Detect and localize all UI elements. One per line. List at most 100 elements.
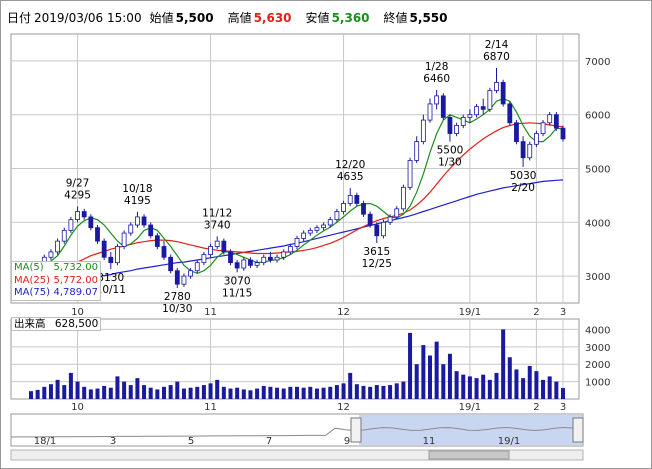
volume-bar [408, 332, 413, 399]
candle-body [201, 254, 207, 264]
low-label: 安値 [305, 11, 330, 25]
volume-ytick-label: 3000 [585, 343, 610, 354]
volume-bar [295, 386, 299, 399]
candle-body [487, 90, 493, 110]
candle-body [381, 221, 386, 237]
ma5-line [30, 97, 564, 275]
navigator-scrollbar-thumb[interactable] [428, 450, 510, 460]
volume-bar [467, 376, 472, 399]
volume-bar [308, 386, 313, 399]
candle-body [374, 224, 380, 237]
volume-xtick-label: 19/1 [459, 402, 481, 413]
annotation-value: 6460 [423, 73, 450, 85]
annotation-value: 3130 [97, 272, 124, 284]
candle-body [95, 227, 100, 242]
open-label: 始値 [149, 11, 174, 25]
candle-body [507, 103, 513, 124]
candle-body [480, 106, 486, 110]
volume-bar [275, 387, 280, 399]
annotation-date: 11/15 [222, 287, 252, 299]
candle-body [361, 203, 366, 215]
annotation-date: 10/30 [162, 303, 192, 315]
candle-body [553, 114, 559, 129]
volume-bar [168, 385, 173, 399]
candle-body [547, 114, 553, 124]
date-label: 日付 [7, 11, 32, 25]
volume-bar [374, 385, 379, 399]
price-xtick-label: 12 [337, 307, 350, 318]
candle-body [228, 251, 233, 264]
annotation-value: 2780 [164, 291, 191, 303]
price-xtick-label: 2 [533, 307, 539, 318]
volume-bar [142, 385, 147, 399]
candle-body [514, 122, 519, 142]
candle-body [367, 213, 373, 226]
volume-bar [268, 386, 273, 399]
price-ytick-label: 6000 [585, 111, 610, 122]
volume-bar [501, 329, 506, 399]
volume-bar [441, 364, 446, 399]
candle-body [75, 211, 80, 221]
candle-body [494, 82, 499, 91]
annotation-value: 3070 [224, 275, 251, 287]
volume-bar [35, 389, 40, 399]
candle-body [108, 256, 114, 264]
volume-bar [561, 388, 565, 399]
volume-bar [381, 385, 386, 399]
volume-bar [521, 378, 526, 399]
volume-ytick-label: 4000 [585, 325, 610, 336]
candle-body [414, 141, 420, 161]
volume-bar [434, 341, 439, 399]
price-xtick-label: 3 [560, 307, 566, 318]
volume-bar [514, 369, 519, 399]
annotation-value: 5030 [510, 170, 537, 182]
volume-bar [334, 385, 339, 399]
volume-ytick-label: 2000 [585, 360, 610, 371]
volume-bar [82, 386, 87, 399]
candle-body [534, 133, 539, 145]
candle-body [334, 211, 340, 221]
navigator-label: 7 [266, 436, 272, 447]
volume-bar [62, 385, 67, 399]
candle-body [527, 143, 533, 159]
volume-bar [554, 381, 559, 399]
annotation-date: 1/28 [425, 61, 449, 73]
volume-value: 628,500 [54, 318, 99, 330]
close-value: 5,550 [409, 11, 448, 25]
candle-body [327, 219, 333, 226]
candle-body [181, 275, 187, 285]
legend-ma75: MA(75) 4,789.07 [12, 287, 100, 300]
candle-body [500, 82, 506, 105]
volume-xtick-label: 3 [560, 402, 566, 413]
volume-bar [321, 387, 326, 399]
volume-label: 出来高 [14, 318, 46, 330]
candle-body [307, 229, 313, 234]
high-label: 高値 [227, 11, 252, 25]
volume-bar [135, 378, 140, 399]
candle-body [321, 224, 327, 229]
candle-body [121, 232, 127, 247]
date-value: 2019/03/06 15:00 [34, 11, 142, 25]
navigator-right-handle[interactable] [572, 417, 584, 443]
volume-xtick-label: 10 [71, 402, 84, 413]
navigator-left-handle[interactable] [350, 417, 362, 443]
volume-bar [261, 385, 266, 399]
volume-bar [481, 374, 486, 399]
ma-legend: MA(5) 5,732.00 MA(25) 5,772.00 MA(75) 4,789… [11, 261, 101, 301]
volume-bar [88, 389, 93, 399]
candle-body [394, 208, 400, 218]
volume-bar [221, 386, 226, 399]
volume-xtick-label: 2 [533, 402, 539, 413]
volume-bar [487, 379, 492, 399]
candle-body [294, 238, 300, 247]
volume-bar [228, 388, 233, 399]
annotation-value: 4295 [64, 189, 91, 201]
volume-bar [414, 364, 419, 399]
annotation-date: 11/12 [202, 207, 232, 219]
candle-body [174, 270, 180, 285]
low-value: 5,360 [331, 11, 370, 25]
candle-body [194, 262, 200, 272]
navigator-label: 11 [423, 436, 436, 447]
candle-body [560, 127, 566, 140]
